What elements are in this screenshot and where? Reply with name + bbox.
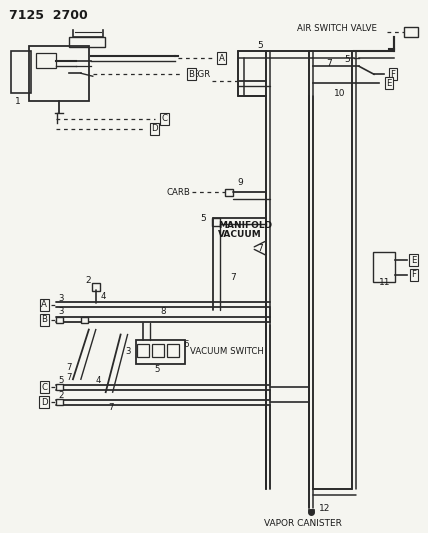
Text: 7: 7 [109,402,114,411]
Text: 5: 5 [155,365,160,374]
Text: 5: 5 [58,376,63,385]
Text: AIR SWITCH VALVE: AIR SWITCH VALVE [297,24,377,33]
Text: 7: 7 [66,363,71,372]
Bar [167,344,179,358]
Bar [136,340,185,365]
Text: 5: 5 [344,55,350,64]
Text: F: F [411,270,416,279]
Text: C: C [161,115,167,124]
Text: 7: 7 [258,244,264,253]
Text: 7: 7 [230,273,236,282]
Text: VACUUM: VACUUM [218,230,262,239]
Text: VAPOR CANISTER: VAPOR CANISTER [265,519,342,528]
Text: 8: 8 [160,307,166,316]
Text: 7: 7 [66,373,71,382]
Text: CARB: CARB [166,188,190,197]
Text: E: E [411,255,416,264]
Text: 10: 10 [334,88,346,98]
Text: 11: 11 [379,278,390,287]
Bar [56,317,63,322]
Bar [212,219,220,227]
Bar [56,399,63,405]
Bar [69,37,105,47]
Text: E: E [386,79,392,88]
Text: 3: 3 [58,294,63,303]
Text: D: D [41,398,48,407]
Text: 1: 1 [15,96,21,106]
Bar [373,252,395,282]
Bar [92,283,100,291]
Text: 9: 9 [238,178,244,187]
Bar [225,189,233,197]
Text: 5: 5 [200,214,206,223]
Text: 7: 7 [326,59,332,68]
Bar [36,53,56,68]
Text: 2: 2 [58,391,63,400]
Bar [404,27,418,37]
Text: B: B [41,315,47,324]
Bar [137,344,149,358]
Text: D: D [151,124,158,133]
Text: 2: 2 [85,277,91,285]
Bar [56,384,63,390]
Bar [29,46,89,101]
Bar [81,317,88,322]
Bar [11,51,31,93]
Text: VACUUM SWITCH: VACUUM SWITCH [190,347,264,356]
Text: C: C [41,383,47,392]
Text: MANIFOLD: MANIFOLD [218,221,272,230]
Text: 6: 6 [183,340,189,349]
Text: A: A [41,300,47,309]
Text: 12: 12 [319,504,331,513]
Bar [152,344,164,358]
Text: 4: 4 [101,292,106,301]
Text: 3: 3 [125,347,131,356]
Text: EGR: EGR [192,70,210,79]
Text: 7125  2700: 7125 2700 [9,9,88,22]
Text: 4: 4 [96,376,101,385]
Text: 5: 5 [258,41,264,50]
Text: A: A [219,54,225,63]
Text: 3: 3 [58,307,63,316]
Text: F: F [390,70,395,79]
Text: B: B [188,70,194,79]
